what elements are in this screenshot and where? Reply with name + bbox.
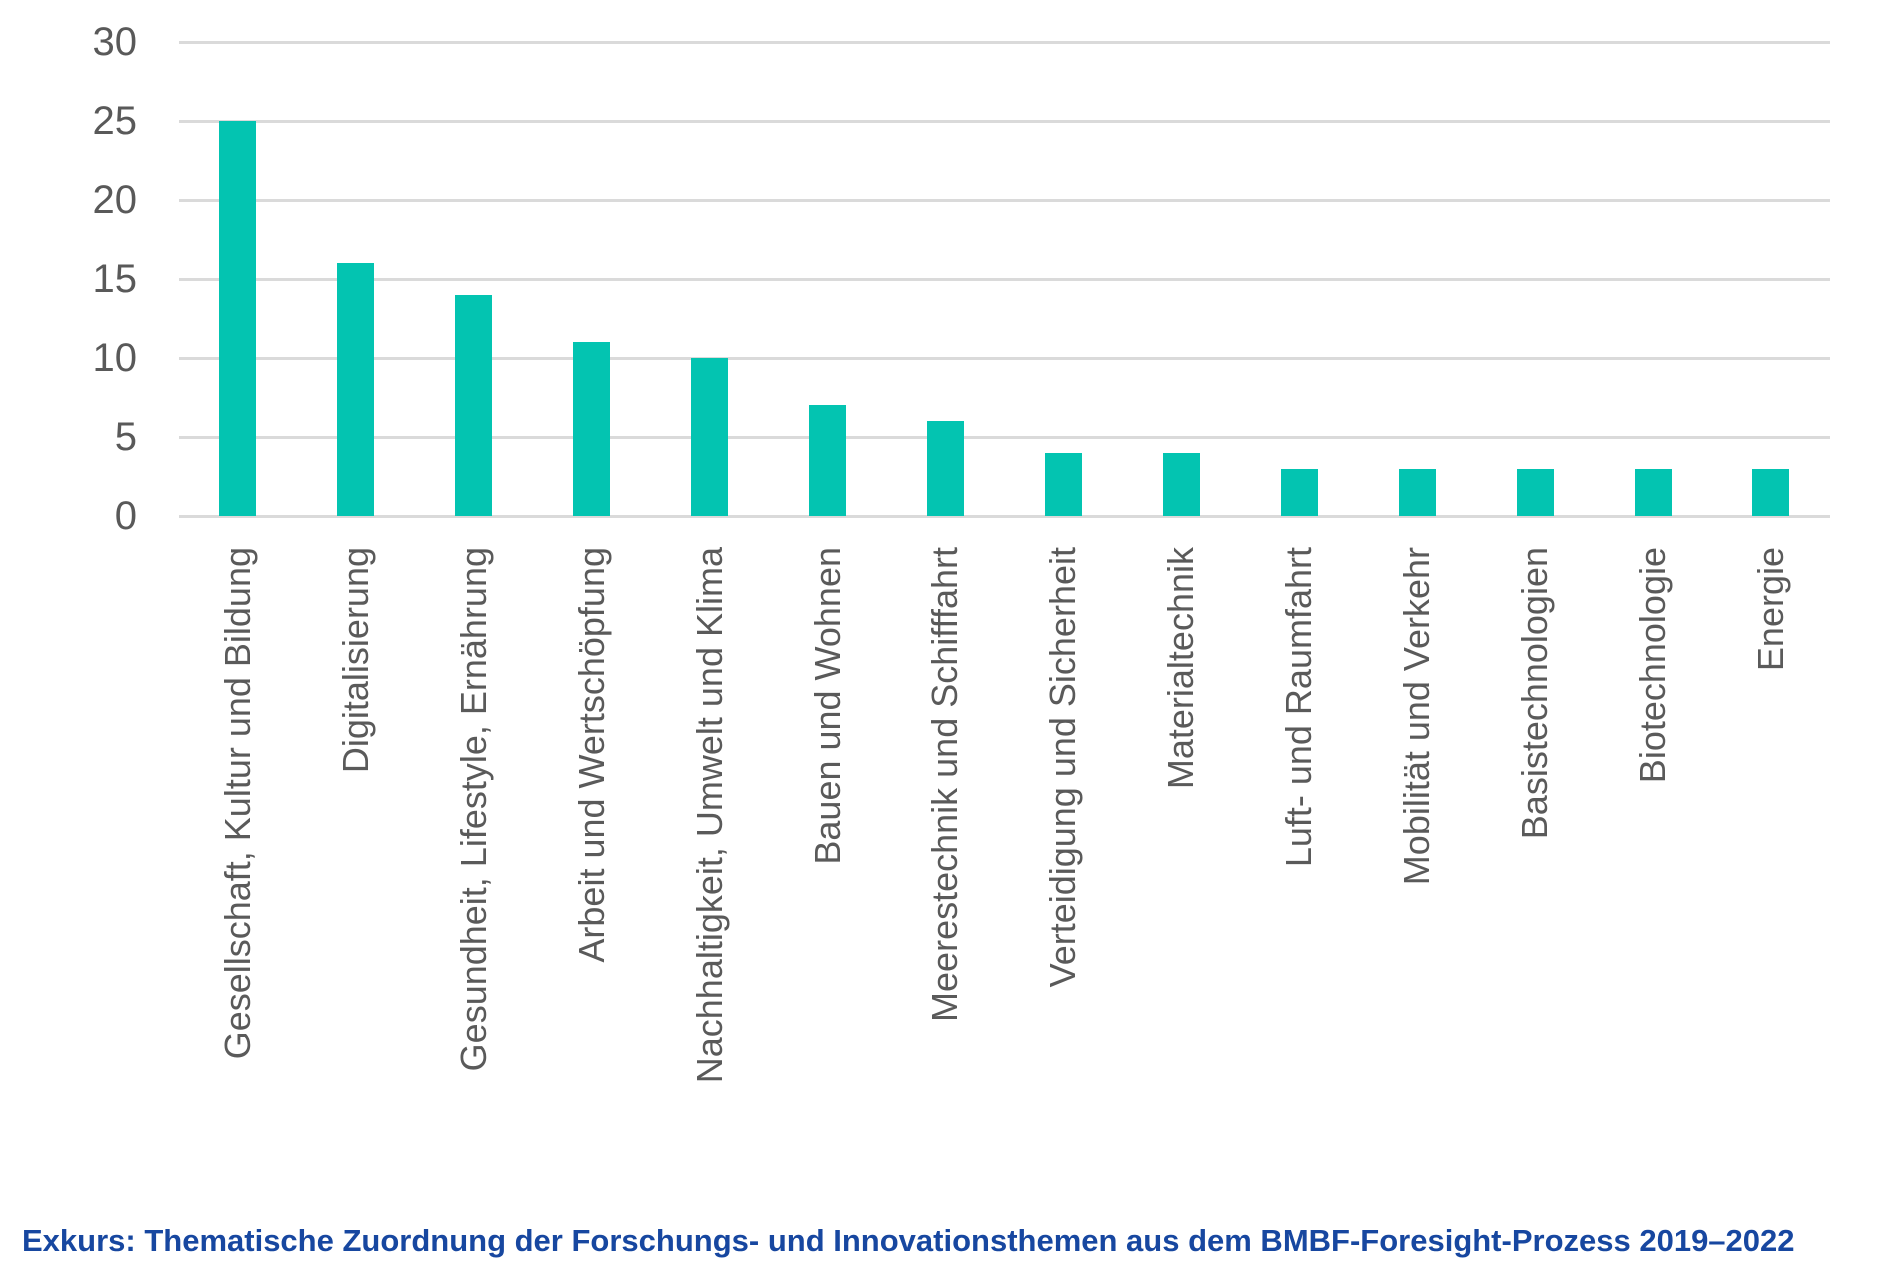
bar-slot — [1476, 42, 1594, 516]
x-axis-label: Basistechnologien — [1514, 547, 1556, 840]
x-axis-category-labels: Gesellschaft, Kultur und Bildung Digitali… — [179, 547, 1830, 1197]
gridline — [179, 119, 1830, 123]
x-label-slot: Meerestechnik und Schifffahrt — [887, 547, 1005, 1197]
y-tick-label: 15 — [92, 257, 138, 301]
bar — [1634, 468, 1672, 516]
x-axis-label: Biotechnologie — [1632, 547, 1674, 784]
y-tick-label: 0 — [114, 494, 137, 538]
x-axis-label: Energie — [1749, 547, 1791, 672]
bar-slot — [297, 42, 415, 516]
bar-slot — [651, 42, 769, 516]
x-label-slot: Basistechnologien — [1476, 547, 1594, 1197]
bar — [455, 294, 493, 516]
bar — [337, 263, 375, 516]
bar — [573, 342, 611, 516]
bar-slot — [179, 42, 297, 516]
x-label-slot: Luft- und Raumfahrt — [1240, 547, 1358, 1197]
gridline — [179, 356, 1830, 360]
y-tick-label: 5 — [114, 415, 137, 459]
bar-slot — [1594, 42, 1712, 516]
x-axis-label: Meerestechnik und Schifffahrt — [924, 547, 966, 1022]
bar — [219, 121, 257, 516]
x-axis-label: Mobilität und Verkehr — [1396, 547, 1438, 886]
bar — [1280, 468, 1318, 516]
x-axis-label: Bauen und Wohnen — [806, 547, 848, 865]
bar-slot — [1122, 42, 1240, 516]
x-axis-label: Luft- und Raumfahrt — [1278, 547, 1320, 868]
bar-series — [179, 42, 1830, 516]
bar — [1162, 452, 1200, 516]
y-tick-label: 20 — [92, 178, 138, 222]
y-tick-label: 30 — [92, 20, 138, 64]
x-label-slot: Biotechnologie — [1594, 547, 1712, 1197]
x-axis-label: Materialtechnik — [1160, 547, 1202, 790]
x-label-slot: Energie — [1712, 547, 1830, 1197]
bar — [1752, 468, 1790, 516]
x-label-slot: Materialtechnik — [1122, 547, 1240, 1197]
x-label-slot: Arbeit und Wertschöpfung — [533, 547, 651, 1197]
plot-area — [179, 40, 1830, 518]
bar — [926, 421, 964, 516]
bar — [809, 405, 847, 516]
gridline — [179, 40, 1830, 44]
x-axis-label: Digitalisierung — [334, 547, 376, 774]
y-axis: 30 25 20 15 10 5 0 — [0, 22, 138, 536]
x-axis-label: Gesundheit, Lifestyle, Ernährung — [452, 547, 494, 1072]
figure-caption: Exkurs: Thematische Zuordnung der Forsch… — [22, 1223, 1795, 1258]
bar-slot — [1712, 42, 1830, 516]
x-label-slot: Nachhaltigkeit, Umwelt und Klima — [651, 547, 769, 1197]
x-label-slot: Digitalisierung — [297, 547, 415, 1197]
bar — [1044, 452, 1082, 516]
x-axis-label: Nachhaltigkeit, Umwelt und Klima — [688, 547, 730, 1084]
gridline — [179, 277, 1830, 281]
x-axis-label: Arbeit und Wertschöpfung — [570, 547, 612, 963]
bar — [691, 358, 729, 516]
x-axis-label: Verteidigung und Sicherheit — [1042, 547, 1084, 988]
bar-slot — [1240, 42, 1358, 516]
x-label-slot: Bauen und Wohnen — [769, 547, 887, 1197]
bar-slot — [1004, 42, 1122, 516]
bar-slot — [415, 42, 533, 516]
x-label-slot: Gesellschaft, Kultur und Bildung — [179, 547, 297, 1197]
y-tick-label: 25 — [92, 99, 138, 143]
bar-slot — [769, 42, 887, 516]
bar — [1398, 468, 1436, 516]
x-axis-label: Gesellschaft, Kultur und Bildung — [216, 547, 258, 1060]
bar-slot — [887, 42, 1005, 516]
bar — [1516, 468, 1554, 516]
x-label-slot: Verteidigung und Sicherheit — [1004, 547, 1122, 1197]
x-label-slot: Mobilität und Verkehr — [1358, 547, 1476, 1197]
gridline — [179, 198, 1830, 202]
gridline — [179, 435, 1830, 439]
y-tick-label: 10 — [92, 336, 138, 380]
gridline — [179, 514, 1830, 518]
x-label-slot: Gesundheit, Lifestyle, Ernährung — [415, 547, 533, 1197]
bar-slot — [1358, 42, 1476, 516]
bar-slot — [533, 42, 651, 516]
